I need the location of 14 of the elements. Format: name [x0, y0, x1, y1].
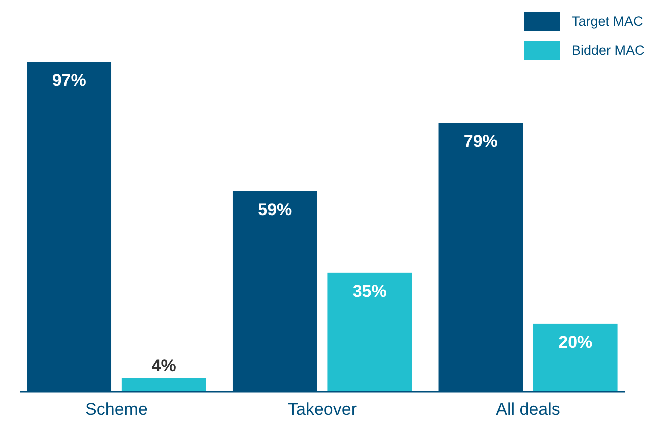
bar	[122, 378, 206, 392]
data-label: 20%	[558, 332, 593, 352]
data-label: 59%	[258, 200, 292, 220]
x-tick-label: Takeover	[288, 400, 358, 420]
legend-label: Bidder MAC	[572, 43, 646, 58]
data-label: 79%	[464, 132, 498, 152]
bar	[533, 324, 618, 392]
legend-label: Target MAC	[572, 14, 644, 29]
data-label: 97%	[52, 71, 86, 90]
x-tick-label: Scheme	[86, 400, 148, 420]
x-tick-label: All deals	[496, 400, 560, 420]
bar	[328, 272, 412, 392]
data-label: 4%	[152, 356, 176, 376]
data-label: 35%	[352, 282, 387, 301]
